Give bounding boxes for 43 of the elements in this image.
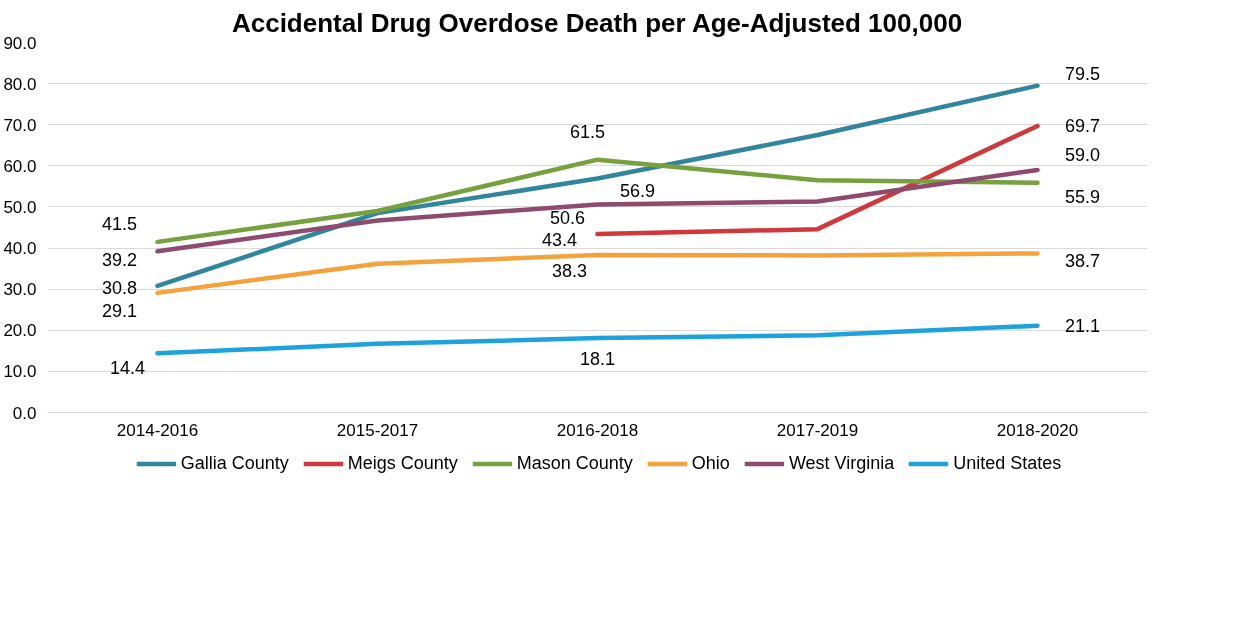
- line-series: [155, 251, 1040, 296]
- data-label: 79.5: [1064, 64, 1101, 85]
- legend-label: Ohio: [691, 452, 730, 474]
- y-tick-label: 80.0: [3, 74, 37, 94]
- y-tick-label: 60.0: [3, 156, 37, 176]
- data-label: 56.9: [619, 181, 656, 202]
- data-label: 50.6: [549, 207, 586, 228]
- chart-title: Accidental Drug Overdose Death per Age-Adjusted 100,000: [231, 7, 963, 38]
- y-tick-label: 30.0: [3, 280, 37, 300]
- data-label: 39.2: [101, 249, 138, 270]
- data-label: 21.1: [1064, 316, 1101, 337]
- x-tick-label: 2015-2017: [336, 420, 419, 440]
- data-label: 41.5: [101, 214, 138, 235]
- y-tick-label: 0.0: [12, 403, 37, 423]
- x-tick-label: 2014-2016: [116, 420, 199, 440]
- legend-label: Meigs County: [347, 452, 458, 474]
- legend-label: Mason County: [516, 452, 633, 474]
- data-label: 69.7: [1064, 116, 1101, 137]
- data-label: 59.0: [1064, 145, 1101, 166]
- y-tick-label: 40.0: [3, 239, 37, 259]
- legend-label: Gallia County: [180, 452, 289, 474]
- x-tick-label: 2016-2018: [556, 420, 639, 440]
- line-series: [155, 83, 1040, 289]
- data-label: 38.7: [1064, 250, 1101, 271]
- y-tick-label: 20.0: [3, 321, 37, 341]
- y-tick-label: 70.0: [3, 115, 37, 135]
- legend-label: West Virginia: [788, 452, 895, 474]
- data-label: 14.4: [109, 357, 146, 378]
- data-label: 29.1: [101, 301, 138, 322]
- y-tick-label: 10.0: [3, 362, 37, 382]
- data-label: 61.5: [569, 122, 606, 143]
- y-tick-label: 50.0: [3, 197, 37, 217]
- line-series: [155, 167, 1040, 254]
- y-tick-label: 90.0: [3, 33, 37, 53]
- data-label: 30.8: [101, 278, 138, 299]
- data-label: 38.3: [551, 260, 588, 281]
- x-tick-label: 2017-2019: [776, 420, 859, 440]
- data-label: 43.4: [541, 229, 578, 250]
- data-label: 18.1: [579, 348, 616, 369]
- x-tick-label: 2018-2020: [996, 420, 1079, 440]
- legend-label: United States: [953, 452, 1062, 474]
- line-series: [155, 157, 1040, 245]
- data-label: 55.9: [1064, 187, 1101, 208]
